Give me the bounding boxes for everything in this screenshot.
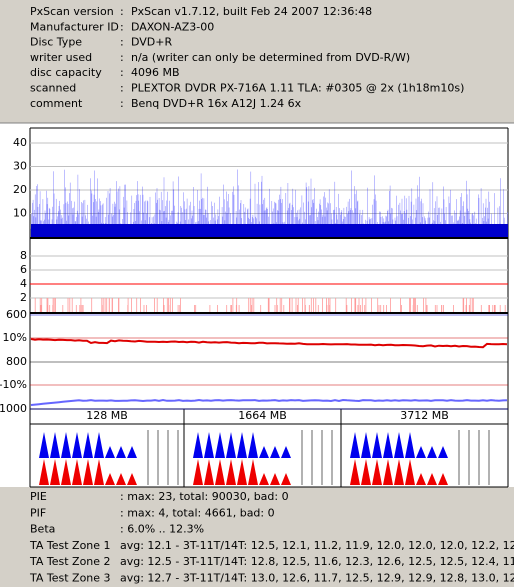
- graph-area: [0, 123, 514, 487]
- zone-peaks-blue: [39, 432, 137, 458]
- result-value: avg: 12.7 - 3T-11T/14T: 13.0, 12.6, 11.7…: [120, 572, 514, 585]
- field-label: PxScan version: [30, 5, 114, 18]
- result-value: avg: 12.5 - 3T-11T/14T: 12.8, 12.5, 11.6…: [120, 555, 514, 568]
- zone-label: 1664 MB: [238, 409, 287, 422]
- zone-lines: [301, 430, 333, 485]
- tick-label: 4: [20, 277, 27, 290]
- colon: :: [120, 82, 124, 95]
- zone-label: 3712 MB: [400, 409, 449, 422]
- field-label: disc capacity: [30, 66, 102, 79]
- result-value: : max: 4, total: 4661, bad: 0: [120, 506, 275, 519]
- tick-label: -10%: [0, 378, 27, 391]
- zone-peaks-red: [350, 459, 448, 485]
- zone-peaks-red: [39, 459, 137, 485]
- colon: :: [120, 36, 124, 49]
- result-label: TA Test Zone 3: [29, 572, 111, 585]
- field-label: comment: [30, 97, 83, 110]
- field-label: Disc Type: [30, 36, 82, 49]
- field-value: Benq DVD+R 16x A12J 1.24 6x: [131, 97, 302, 110]
- result-label: Beta: [30, 523, 55, 536]
- pif-marks: [34, 298, 506, 312]
- zone-peaks-red: [193, 459, 291, 485]
- colon: :: [120, 5, 124, 18]
- tick-label: 1000: [0, 402, 27, 415]
- pie-base: [31, 224, 508, 237]
- tick-label: 800: [6, 355, 27, 368]
- beta-line: [30, 398, 508, 406]
- field-value: PxScan v1.7.12, built Feb 24 2007 12:36:…: [131, 5, 372, 18]
- field-label: Manufacturer ID: [30, 20, 119, 33]
- result-value: : max: 23, total: 90030, bad: 0: [120, 490, 289, 503]
- tick-label: 600: [6, 308, 27, 321]
- zone-peaks-blue: [193, 432, 291, 458]
- tick-label: 10: [13, 207, 27, 220]
- colon: :: [120, 51, 124, 64]
- tick-label: 8: [20, 249, 27, 262]
- colon: :: [120, 66, 124, 79]
- tick-label: 6: [20, 263, 27, 276]
- result-label: TA Test Zone 2: [29, 555, 111, 568]
- field-label: writer used: [30, 51, 92, 64]
- field-label: scanned: [30, 82, 76, 95]
- result-label: PIF: [30, 506, 46, 519]
- colon: :: [120, 20, 124, 33]
- result-value: avg: 12.1 - 3T-11T/14T: 12.5, 12.1, 11.2…: [120, 539, 514, 552]
- tick-label: 10%: [3, 331, 27, 344]
- result-label: PIE: [30, 490, 47, 503]
- tick-label: 20: [13, 183, 27, 196]
- field-value: n/a (writer can only be determined from …: [131, 51, 410, 64]
- field-value: DAXON-AZ3-00: [131, 20, 214, 33]
- zone-peaks-blue: [350, 432, 448, 458]
- jitter-line: [30, 338, 508, 349]
- field-value: PLEXTOR DVDR PX-716A 1.11 TLA: #0305 @ 2…: [131, 82, 464, 95]
- result-value: : 6.0% .. 12.3%: [120, 523, 204, 536]
- tick-label: 2: [20, 291, 27, 304]
- zone-lines: [147, 430, 179, 485]
- tick-label: 40: [13, 136, 27, 149]
- field-value: DVD+R: [131, 36, 172, 49]
- colon: :: [120, 97, 124, 110]
- field-value: 4096 MB: [131, 66, 180, 79]
- tick-label: 30: [13, 160, 27, 173]
- zone-lines: [458, 430, 490, 485]
- result-label: TA Test Zone 1: [29, 539, 111, 552]
- zone-label: 128 MB: [86, 409, 128, 422]
